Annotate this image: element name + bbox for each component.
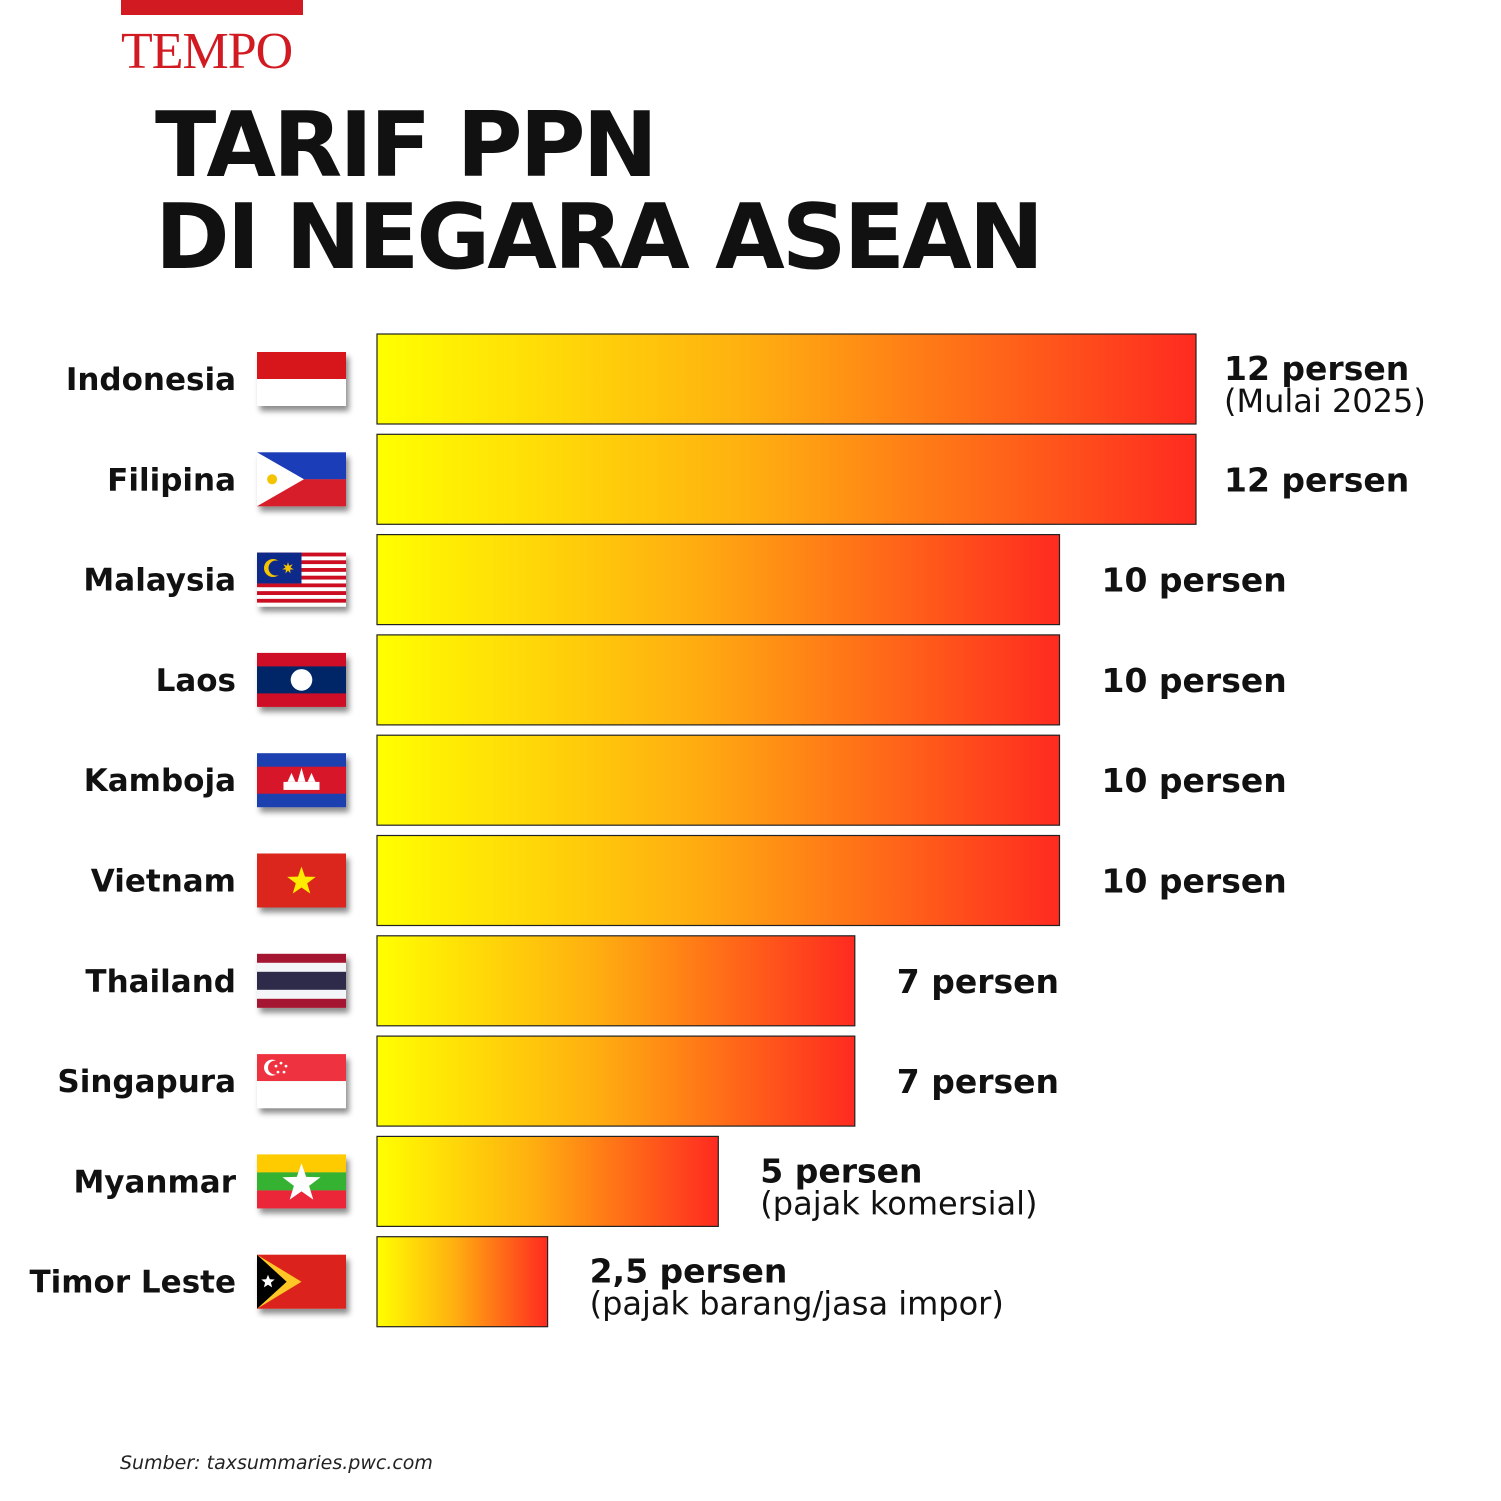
chart-title-line-1: TARIF PPN — [155, 93, 658, 198]
timor-leste-flag-icon — [257, 1254, 346, 1309]
value-label: 7 persen — [897, 962, 1059, 1001]
myanmar-flag-icon — [257, 1154, 346, 1209]
country-label: Timor Leste — [29, 1265, 236, 1301]
bar — [376, 1236, 549, 1328]
chart-title: TARIF PPN DI NEGARA ASEAN — [155, 93, 1044, 290]
bar — [376, 1035, 856, 1127]
country-label: Vietnam — [91, 864, 236, 900]
indonesia-flag-icon — [257, 352, 346, 406]
bar — [376, 935, 856, 1027]
value-label: 12 persen — [1224, 460, 1409, 499]
brand-bar — [121, 0, 303, 15]
source-note: Sumber: taxsummaries.pwc.com — [120, 1452, 433, 1474]
country-label: Indonesia — [66, 362, 236, 398]
brand-logo: TEMPO — [121, 23, 293, 80]
cambodia-flag-icon — [257, 753, 346, 808]
value-label: 2,5 persen — [590, 1252, 788, 1291]
country-label: Thailand — [85, 964, 236, 1000]
country-label: Singapura — [57, 1064, 236, 1100]
country-label: Filipina — [107, 462, 236, 498]
bar — [376, 433, 1197, 525]
country-label: Laos — [156, 663, 236, 699]
bar — [376, 834, 1061, 927]
bar — [376, 1135, 719, 1228]
bar — [376, 333, 1197, 425]
value-label: 12 persen — [1224, 349, 1409, 388]
value-note: (pajak barang/jasa impor) — [590, 1285, 1004, 1323]
malaysia-flag-icon — [257, 552, 346, 607]
value-label: 5 persen — [760, 1151, 922, 1190]
bar — [376, 734, 1061, 826]
vietnam-flag-icon — [257, 853, 346, 908]
value-note: (Mulai 2025) — [1224, 382, 1426, 420]
country-label: Myanmar — [73, 1164, 236, 1200]
value-note: (pajak komersial) — [760, 1184, 1037, 1222]
value-label: 7 persen — [897, 1062, 1059, 1101]
laos-flag-icon — [257, 652, 346, 707]
country-label: Kamboja — [84, 763, 236, 799]
country-label: Malaysia — [83, 563, 236, 599]
philippines-flag-icon — [257, 452, 346, 507]
singapore-flag-icon — [257, 1054, 346, 1109]
bar — [376, 634, 1061, 726]
value-label: 10 persen — [1102, 561, 1287, 600]
chart-title-line-2: DI NEGARA ASEAN — [155, 185, 1044, 290]
thailand-flag-icon — [257, 953, 346, 1008]
bar — [376, 533, 1061, 626]
value-label: 10 persen — [1102, 862, 1287, 901]
value-label: 10 persen — [1102, 761, 1287, 800]
value-label: 10 persen — [1102, 661, 1287, 700]
